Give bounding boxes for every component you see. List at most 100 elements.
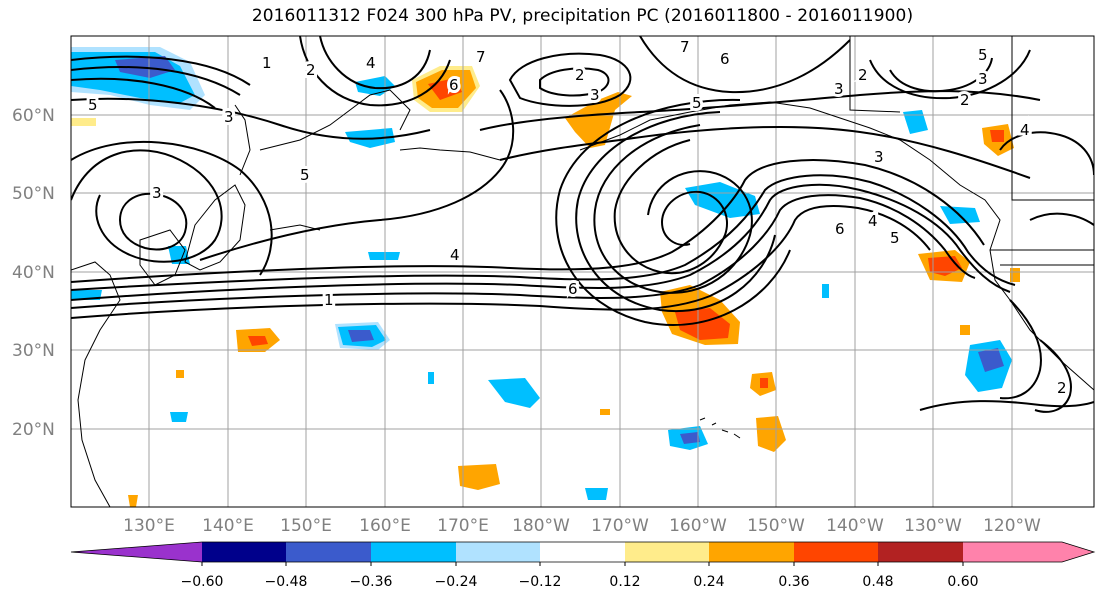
lon-label: 140°W [826,516,884,536]
pv-contour [118,192,188,251]
precip-anomaly-positive [756,416,786,452]
precip-anomaly-negative [348,330,374,342]
contour-label: 3 [978,70,988,88]
colorbar-tick-label: 0.60 [947,574,978,590]
lat-label: 30°N [12,341,55,361]
lat-label: 40°N [12,263,55,283]
contour-label: 2 [575,66,585,84]
lat-label: 20°N [12,420,55,440]
precip-anomaly-negative [903,110,928,134]
lon-label: 150°E [280,516,332,536]
contour-label: 2 [306,61,316,79]
contour-label: 4 [450,246,460,264]
pv-contour [71,174,1016,291]
chart-title: 2016011312 F024 300 hPa PV, precipitatio… [251,6,914,26]
contour-label: 5 [978,46,988,64]
pv-contour [199,89,515,261]
pv-contour [999,299,1042,400]
colorbar-tick-label: 0.12 [609,574,640,590]
colorbar-segment [71,542,202,562]
contour-label: 3 [874,148,884,166]
precip-anomaly-positive [128,495,138,507]
pv-contour [869,49,1031,100]
lon-label: 160°W [669,516,727,536]
pv-contour [71,205,931,319]
pv-contour [613,139,728,275]
contour-label: 4 [868,212,878,230]
lon-label: 130°E [123,516,175,536]
precip-anomaly-negative [170,412,188,422]
precip-anomaly-positive [458,464,500,490]
contour-label: 3 [152,184,162,202]
pv-contour [479,90,1041,131]
precip-anomaly-positive [71,118,96,126]
pv-contour [889,57,993,93]
colorbar-tick-label: 0.36 [778,574,809,590]
colorbar-segment [794,542,878,562]
contour-label: 7 [476,48,486,66]
contour-label: 7 [680,38,690,56]
precip-anomaly-positive [960,325,970,335]
pv-contour [71,183,1011,301]
colorbar-tick-label: 0.48 [862,574,893,590]
pv-contour [575,111,776,313]
precip-anomaly-negative [428,372,434,384]
pv-contour [639,36,851,94]
pv-contour [508,52,632,107]
precip-anomaly-positive [565,92,632,148]
map-border [70,35,1095,508]
precip-anomaly-negative [680,432,700,444]
contour-label: 5 [890,229,900,247]
pv-contour [593,124,753,294]
pv-contour [71,149,223,263]
latitude-labels: 60°N 50°N 40°N 30°N 20°N [12,106,55,440]
lat-label: 50°N [12,184,55,204]
contour-label: 4 [1020,121,1030,139]
lat-label: 60°N [12,106,55,126]
contour-label: 2 [960,91,970,109]
pv-contour [71,66,241,96]
pv-contour [71,140,273,276]
pv-contour [71,55,251,86]
pv-contour [999,131,1094,176]
coastlines [71,36,1094,507]
pv-contours [71,36,1094,413]
colorbar-tick-label: −0.24 [435,574,478,590]
contour-label: 3 [590,86,600,104]
longitude-labels: 130°E 140°E 150°E 160°E 170°E 180°W 170°… [123,516,1041,536]
contour-label: 4 [366,54,376,72]
lon-label: 140°E [202,516,254,536]
pv-contour [71,194,976,309]
colorbar-tick-label: 0.24 [693,574,724,590]
lon-label: 150°W [747,516,805,536]
colorbar-segment [456,542,540,562]
colorbar-segment [709,542,794,562]
precip-anomaly-positive [675,308,730,340]
precip-anomaly-negative [822,284,829,298]
colorbar-segment [286,542,371,562]
colorbar-segment [540,542,625,562]
colorbar-segment [371,542,456,562]
contour-label: 6 [720,50,730,68]
colorbar-labels: −0.60 −0.48 −0.36 −0.24 −0.12 0.12 0.24 … [181,574,979,590]
contour-label: 5 [88,96,98,114]
colorbar-segment [963,542,1094,562]
pv-contour [71,77,216,109]
contour-label: 5 [692,94,702,112]
contour-label: 6 [449,76,459,94]
contour-label: 2 [858,66,868,84]
precip-anomaly-negative [978,348,1004,372]
colorbar-tick-label: −0.12 [519,574,562,590]
lon-label: 170°E [437,516,489,536]
contour-label: 6 [568,280,578,298]
pv-contour [319,36,431,90]
colorbar-segment [625,542,709,562]
pv-contour [555,98,791,327]
colorbar-tick-label: −0.48 [265,574,308,590]
colorbar [70,541,1096,566]
colorbar-segment [202,542,286,562]
precip-anomaly-negative [585,488,608,500]
pv-contour [539,67,610,97]
precip-anomaly-positive [176,370,184,378]
